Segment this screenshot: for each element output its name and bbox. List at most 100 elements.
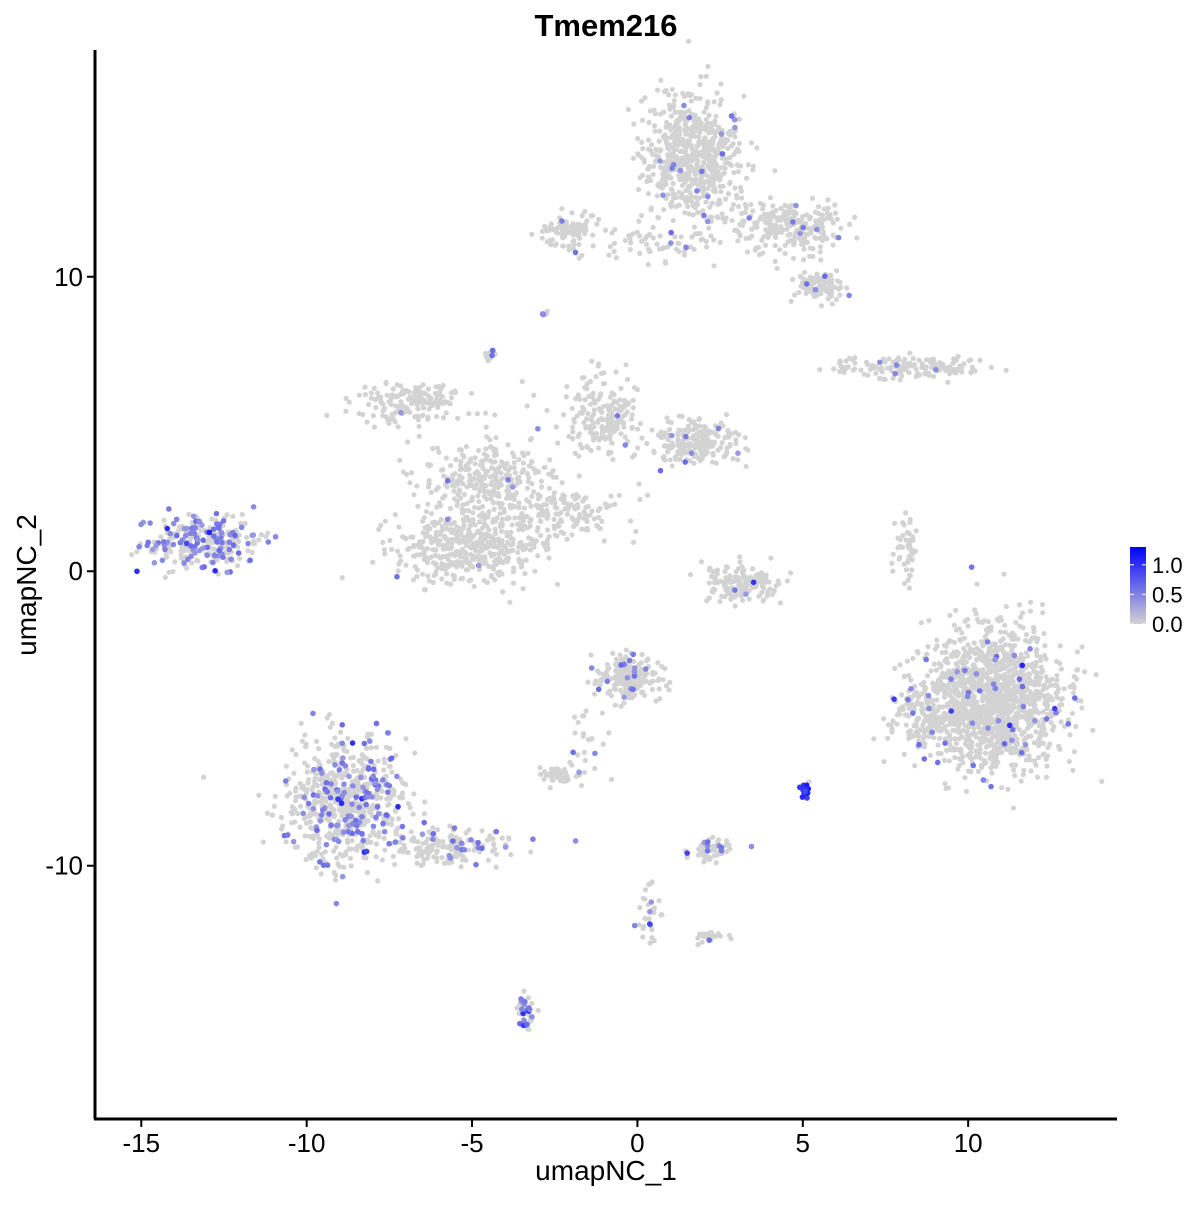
cell-point [385, 795, 391, 801]
cell-point [490, 565, 496, 571]
cell-point [521, 505, 528, 511]
cell-point [452, 552, 458, 558]
cell-point [705, 185, 711, 191]
cell-point [667, 127, 674, 133]
cell-point [1017, 614, 1024, 620]
cell-point [928, 724, 934, 730]
cell-point [570, 436, 576, 442]
cell-point [587, 430, 593, 436]
cell-point [608, 449, 614, 456]
cell-point [646, 119, 652, 126]
cell-point [951, 721, 957, 728]
cell-point [922, 684, 928, 690]
cell-point [1041, 682, 1048, 688]
cell-point [719, 211, 725, 217]
cell-point [312, 853, 318, 859]
cell-point [687, 190, 693, 196]
cell-point [631, 452, 638, 458]
cell-point [801, 246, 807, 252]
cell-point [749, 226, 755, 232]
cell-point [1008, 762, 1015, 768]
cell-point [435, 445, 441, 451]
cell-point [560, 226, 566, 232]
cell-point [894, 357, 900, 363]
cell-point [297, 803, 304, 809]
cell-point [944, 674, 950, 681]
cell-point [829, 301, 835, 307]
cell-point [683, 92, 689, 99]
cell-point [516, 544, 522, 550]
cell-point [606, 252, 612, 258]
cell-point [698, 74, 704, 80]
cell-point [618, 703, 624, 709]
cell-point [852, 360, 858, 366]
cell-point [967, 755, 974, 761]
cell-point [846, 355, 853, 361]
cell-point [909, 363, 915, 369]
cell-point [370, 828, 376, 834]
cell-point [327, 724, 333, 730]
cell-point [493, 864, 499, 870]
cell-point [962, 722, 968, 729]
cell-point [1011, 643, 1018, 649]
cell-point [420, 412, 426, 418]
cell-point [660, 171, 666, 177]
cell-point [330, 832, 336, 838]
cell-point [432, 390, 439, 396]
cell-point [667, 457, 673, 463]
cell-point [689, 435, 695, 441]
cell-point [475, 447, 482, 454]
cell-point [622, 412, 628, 418]
cell-point [1005, 786, 1011, 792]
cell-point [645, 174, 651, 180]
cell-point [454, 854, 460, 860]
cell-point [329, 720, 336, 726]
cell-point [669, 86, 675, 93]
cell-point [626, 233, 632, 239]
cell-point [400, 849, 407, 855]
cell-point [420, 861, 426, 867]
cell-point [459, 562, 465, 568]
cell-point [718, 81, 724, 87]
cell-point [468, 522, 474, 528]
cell-point [956, 762, 963, 768]
cell-point [555, 440, 561, 446]
cell-point [630, 155, 637, 161]
cell-point [1025, 711, 1031, 718]
cell-point [813, 275, 819, 281]
cell-point [924, 673, 931, 679]
cell-point [888, 364, 894, 370]
cell-point [734, 162, 740, 168]
cell-point [460, 481, 466, 487]
cell-point [636, 186, 642, 193]
cell-point [816, 217, 823, 223]
cell-point [926, 618, 932, 624]
cell-point [719, 172, 725, 178]
cell-point [484, 468, 491, 474]
cell-point [1029, 635, 1035, 641]
cell-point [982, 750, 989, 756]
cell-point [829, 277, 835, 283]
cell-point [564, 536, 570, 542]
cell-point [536, 469, 542, 475]
cell-point [452, 388, 458, 394]
cell-point [910, 655, 916, 662]
cell-point [1016, 602, 1023, 608]
cell-point [682, 179, 688, 185]
cell-point [1041, 630, 1047, 637]
cell-point [492, 530, 499, 537]
cell-point [634, 445, 641, 451]
cell-point [584, 218, 590, 224]
cell-point [998, 701, 1004, 708]
cell-point [403, 781, 409, 788]
cell-point [376, 829, 382, 836]
cell-point [986, 647, 992, 654]
cell-point [359, 845, 365, 851]
cell-point [319, 851, 325, 857]
cell-point [714, 90, 720, 96]
cell-point [905, 369, 912, 375]
cell-point [651, 163, 657, 170]
cell-point [782, 250, 788, 257]
cell-point [957, 756, 963, 762]
cell-point [827, 287, 833, 294]
